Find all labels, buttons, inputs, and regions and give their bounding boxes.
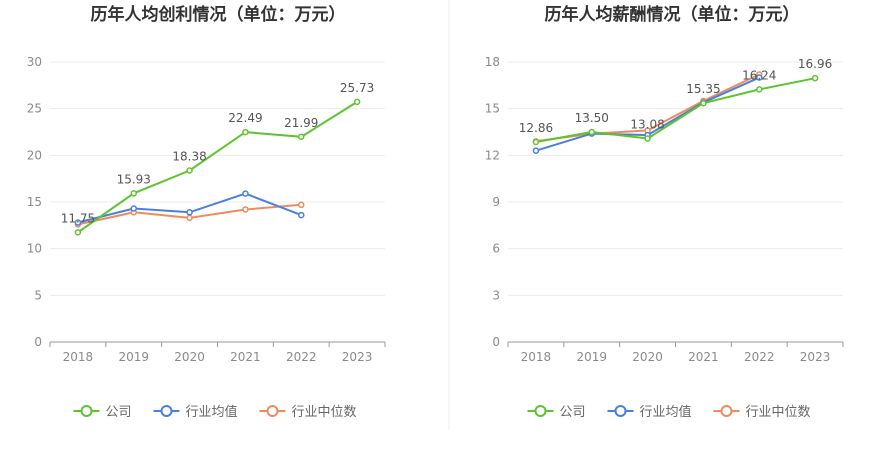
y-tick-label: 3: [492, 288, 500, 302]
data-point: [532, 147, 540, 154]
legend-item-2[interactable]: 行业均值: [153, 404, 238, 420]
y-tick-label: 18: [485, 55, 500, 69]
data-point: [644, 135, 651, 142]
data-label: 21.99: [284, 116, 318, 130]
y-tick-label: 30: [27, 55, 42, 69]
data-point: [186, 167, 193, 174]
x-tick-label: 2021: [230, 350, 261, 364]
legend: 公司 行业均值 行业中位数: [73, 404, 357, 420]
data-point: [353, 98, 361, 106]
data-point: [532, 138, 540, 146]
data-point: [186, 214, 193, 222]
data-point: [756, 86, 763, 93]
x-tick-label: 2022: [744, 350, 775, 364]
y-tick-label: 9: [492, 195, 500, 209]
data-label: 22.49: [228, 111, 262, 125]
data-point: [130, 205, 137, 212]
legend-swatch-marker: [614, 405, 627, 417]
x-tick-label: 2018: [521, 350, 552, 364]
legend-swatch-marker: [80, 405, 93, 417]
x-tick-label: 2020: [632, 350, 663, 364]
data-label: 13.08: [630, 118, 664, 132]
data-label: 25.73: [340, 81, 374, 95]
legend-label: 公司: [106, 405, 132, 420]
x-tick-label: 2020: [174, 350, 205, 364]
data-point: [756, 74, 763, 81]
y-tick-label: 25: [27, 102, 42, 116]
legend-swatch-marker: [160, 405, 173, 417]
y-tick-label: 10: [27, 242, 42, 256]
data-point: [298, 133, 305, 141]
y-tick-label: 12: [485, 148, 500, 162]
data-point: [588, 128, 595, 136]
x-tick-label: 2019: [576, 350, 607, 364]
y-tick-label: 15: [27, 195, 42, 209]
data-point: [242, 128, 249, 136]
legend-label: 行业均值: [186, 404, 238, 420]
chart-panel-1: 历年人均创利情况（单位：万元） 0 5 10 15 20 25 30 2018 2019 2020 2…: [27, 4, 386, 420]
data-label: 11.75: [61, 211, 95, 225]
data-point: [74, 219, 82, 226]
data-point: [130, 190, 137, 197]
x-tick-label: 2018: [63, 350, 94, 364]
x-tick-label: 2021: [688, 350, 719, 364]
legend-item-1[interactable]: 公司: [73, 405, 132, 420]
legend-label: 公司: [560, 405, 586, 420]
y-tick-label: 5: [34, 288, 42, 302]
legend-label: 行业中位数: [746, 405, 811, 420]
legend-item-3[interactable]: 行业中位数: [713, 405, 811, 420]
y-tick-label: 0: [492, 335, 500, 349]
y-tick-label: 6: [492, 242, 500, 256]
chart-title: 历年人均创利情况（单位：万元）: [91, 4, 346, 25]
legend: 公司 行业均值 行业中位数: [527, 404, 811, 420]
x-tick-label: 2023: [800, 350, 831, 364]
x-tick-label: 2019: [118, 350, 149, 364]
legend-item-2[interactable]: 行业均值: [607, 404, 692, 420]
series-line-1: [535, 77, 816, 143]
data-label: 18.38: [172, 149, 206, 163]
data-label: 15.93: [117, 172, 151, 186]
data-point: [298, 211, 305, 219]
data-label: 13.50: [575, 111, 609, 125]
data-point: [186, 209, 193, 216]
data-point: [242, 206, 249, 213]
y-tick-label: 20: [27, 148, 42, 162]
data-label: 16.96: [798, 57, 832, 71]
legend-label: 行业中位数: [292, 405, 357, 420]
x-tick-label: 2022: [286, 350, 317, 364]
y-tick-label: 15: [485, 102, 500, 116]
legend-label: 行业均值: [640, 404, 692, 420]
data-point: [242, 190, 249, 197]
data-point: [74, 229, 82, 236]
data-point: [811, 74, 819, 82]
series-line-1: [77, 101, 358, 234]
legend-swatch-marker: [266, 405, 279, 417]
legend-item-3[interactable]: 行业中位数: [259, 405, 357, 420]
data-label: 16.24: [742, 68, 776, 82]
chart-title: 历年人均薪酬情况（单位：万元）: [545, 4, 800, 25]
chart-panel-2: 历年人均薪酬情况（单位：万元） 0 3 6 9 12 15 18 2018 2019 2020 202…: [485, 4, 844, 420]
legend-item-1[interactable]: 公司: [527, 405, 586, 420]
legend-swatch-marker: [720, 405, 733, 417]
data-point: [700, 99, 707, 107]
data-label: 15.35: [686, 82, 720, 96]
data-point: [298, 201, 305, 209]
y-tick-label: 0: [34, 335, 42, 349]
legend-swatch-marker: [534, 405, 547, 417]
x-tick-label: 2023: [342, 350, 373, 364]
data-label: 12.86: [519, 121, 553, 135]
